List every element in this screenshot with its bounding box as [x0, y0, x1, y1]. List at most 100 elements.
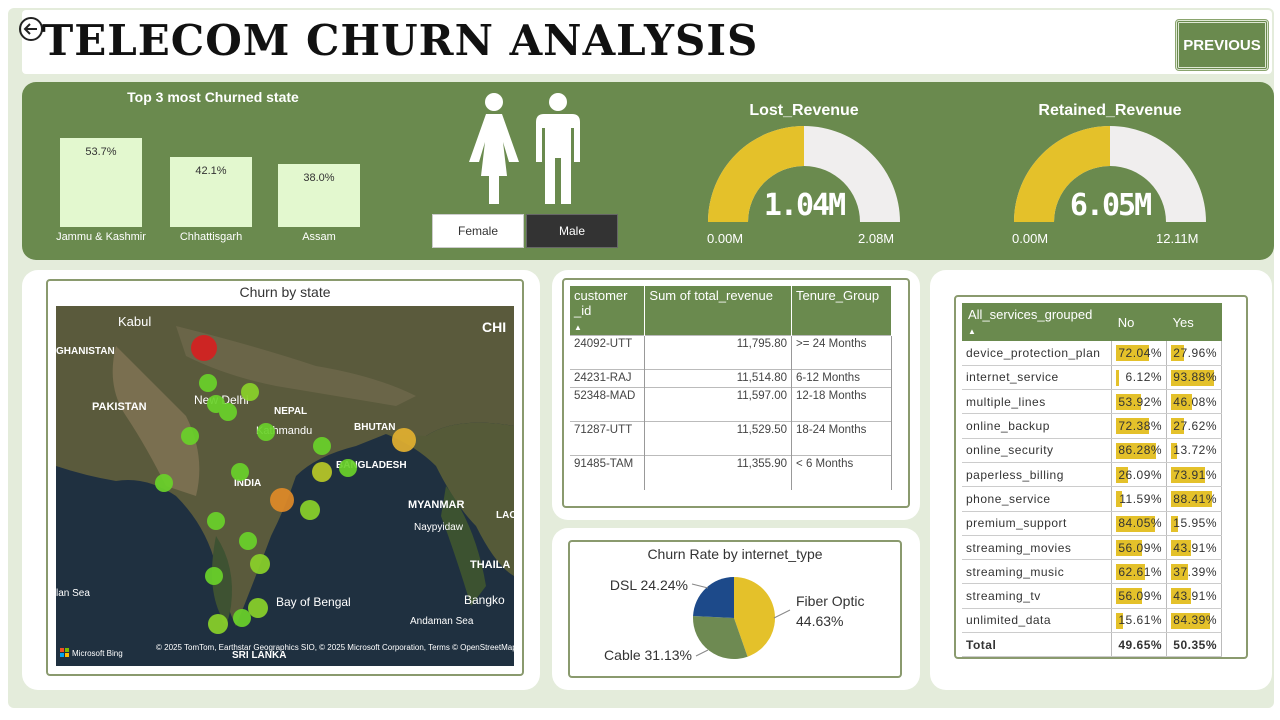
male-icon [536, 93, 580, 204]
percent-bar [1116, 345, 1150, 361]
cell-no-text: 62.61% [1118, 564, 1163, 579]
cell-yes: 27.62% [1166, 413, 1222, 439]
pie-label-dsl: DSL 24.24% [610, 577, 688, 593]
map-label-sri-lanka: SRI LANKA [232, 650, 286, 661]
map-label-bangladesh: BANGLADESH [336, 460, 407, 471]
cell-total-revenue: 11,529.50 [644, 421, 793, 456]
percent-bar [1116, 491, 1122, 508]
bar-0[interactable] [60, 137, 142, 227]
percent-bar [1171, 345, 1184, 361]
cell-yes-text: 93.88% [1173, 370, 1217, 385]
pie-label-fiber-optic-value: 44.63% [796, 613, 843, 629]
percent-bar [1116, 418, 1150, 435]
cell-customer-id: 52348-MAD [570, 387, 646, 422]
col-customer-id[interactable]: customer _id ▲ [570, 286, 646, 336]
internet-type-pie[interactable]: Fiber Optic 44.63% Cable 31.13% DSL 24.24% [568, 566, 902, 676]
col-total-revenue[interactable]: Sum of total_revenue [644, 286, 793, 336]
cell-no-text: 84.05% [1118, 516, 1163, 531]
cell-service-name-text: phone_service [966, 491, 1051, 506]
bar-2[interactable] [278, 163, 360, 227]
pie-slice-dsl[interactable] [693, 577, 734, 618]
map-label-arabian-sea: lan Sea [56, 588, 90, 599]
table-row[interactable]: streaming_movies 56.09% 43.91% [962, 535, 1222, 561]
map-bubble [208, 614, 228, 634]
cell-no-text: 86.28% [1118, 443, 1163, 458]
lost-revenue-min: 0.00M [707, 231, 744, 246]
cell-customer-id: 24231-RAJ [570, 369, 646, 388]
col-tenure-group[interactable]: Tenure_Group [791, 286, 892, 336]
table-row[interactable]: unlimited_data 15.61% 84.39% [962, 608, 1222, 634]
pie-slice-cable[interactable] [693, 616, 748, 659]
map-bubble [313, 437, 331, 455]
lost-revenue-value: 1.04M [763, 188, 846, 223]
cell-tenure-group: >= 24 Months [791, 335, 892, 370]
table-row[interactable]: internet_service 6.12% 93.88% [962, 365, 1222, 391]
table-row[interactable]: streaming_music 62.61% 37.39% [962, 559, 1222, 585]
table-row[interactable]: premium_support 84.05% 15.95% [962, 511, 1222, 536]
table-row[interactable]: 91485-TAM 11,355.90 < 6 Months [570, 455, 892, 490]
bar-value-label: 42.1% [195, 164, 227, 177]
cell-service-name: streaming_tv [962, 583, 1113, 609]
percent-bar [1171, 588, 1192, 605]
cell-no-text: 72.04% [1118, 345, 1163, 360]
map-bing-label: Microsoft Bing [72, 649, 123, 658]
churn-map[interactable]: Kabul GHANISTAN PAKISTAN New Delhi NEPAL… [56, 306, 514, 666]
table-row[interactable]: 52348-MAD 11,597.00 12-18 Months [570, 387, 892, 422]
cell-service-name: multiple_lines [962, 389, 1113, 415]
map-frame [46, 279, 524, 676]
lost-revenue-gauge [708, 126, 900, 222]
total-row: Total 49.65% 50.35% [962, 632, 1222, 658]
retained-revenue-gauge [1014, 126, 1206, 222]
table-row[interactable]: 24092-UTT 11,795.80 >= 24 Months [570, 335, 892, 370]
table-row[interactable]: phone_service 11.59% 88.41% [962, 486, 1222, 512]
map-label-laos: LAC [496, 510, 514, 521]
female-filter-button[interactable]: Female [432, 214, 524, 248]
cell-no-text: 15.61% [1118, 613, 1163, 628]
pie-slice-fiber-optic[interactable] [734, 577, 775, 657]
cell-tenure-group: 18-24 Months [791, 421, 892, 456]
cell-no: 72.38% [1111, 413, 1168, 439]
male-filter-button[interactable]: Male [526, 214, 618, 248]
cell-service-name-text: device_protection_plan [966, 345, 1101, 360]
col-no[interactable]: No [1111, 303, 1167, 341]
col-all-services[interactable]: All_services_grouped ▲ [962, 303, 1112, 341]
percent-bar [1171, 515, 1179, 532]
table-row[interactable]: streaming_tv 56.09% 43.91% [962, 583, 1222, 609]
map-label-pakistan: PAKISTAN [92, 401, 147, 413]
map-bubble [248, 598, 268, 618]
map-label-india: INDIA [234, 478, 261, 489]
percent-bar [1116, 588, 1142, 605]
map-label-afghanistan: GHANISTAN [56, 346, 115, 357]
cell-customer-id: 24092-UTT [570, 335, 646, 370]
cell-service-name-text: unlimited_data [966, 613, 1052, 628]
table-row[interactable]: paperless_billing 26.09% 73.91% [962, 462, 1222, 488]
bar-1[interactable] [170, 156, 252, 227]
previous-button[interactable]: PREVIOUS [1175, 19, 1269, 71]
map-bubble-jammu-kashmir [191, 335, 217, 361]
cell-total-revenue: 11,597.00 [644, 387, 793, 422]
map-bubble [231, 463, 249, 481]
table-row[interactable]: 71287-UTT 11,529.50 18-24 Months [570, 421, 892, 456]
retained-revenue-value: 6.05M [1069, 188, 1152, 223]
cell-yes-text: 27.96% [1173, 345, 1217, 360]
cell-no-text: 26.09% [1118, 467, 1163, 482]
cell-total-yes: 50.35% [1166, 632, 1222, 658]
map-label-bangkok: Bangko [464, 593, 505, 607]
table-row[interactable]: multiple_lines 53.92% 46.08% [962, 389, 1222, 415]
cell-yes-text: 27.62% [1173, 419, 1217, 434]
percent-bar [1116, 466, 1129, 483]
retained-revenue-label: Retained_Revenue [1038, 102, 1182, 119]
cell-no: 62.61% [1111, 559, 1168, 585]
table-row[interactable]: online_backup 72.38% 27.62% [962, 413, 1222, 439]
cell-yes-text: 43.91% [1173, 589, 1217, 604]
cell-tenure-group: 12-18 Months [791, 387, 892, 422]
back-arrow-icon[interactable] [18, 16, 44, 42]
col-yes[interactable]: Yes [1166, 303, 1222, 341]
table-row[interactable]: online_security 86.28% 13.72% [962, 438, 1222, 463]
map-label-andaman-sea: Andaman Sea [410, 616, 474, 627]
map-bubble [339, 459, 357, 477]
table-row[interactable]: device_protection_plan 72.04% 27.96% [962, 341, 1222, 366]
cell-service-name: premium_support [962, 511, 1113, 536]
lost-revenue-gauge-fill [708, 126, 804, 222]
table-row[interactable]: 24231-RAJ 11,514.80 6-12 Months [570, 369, 892, 388]
